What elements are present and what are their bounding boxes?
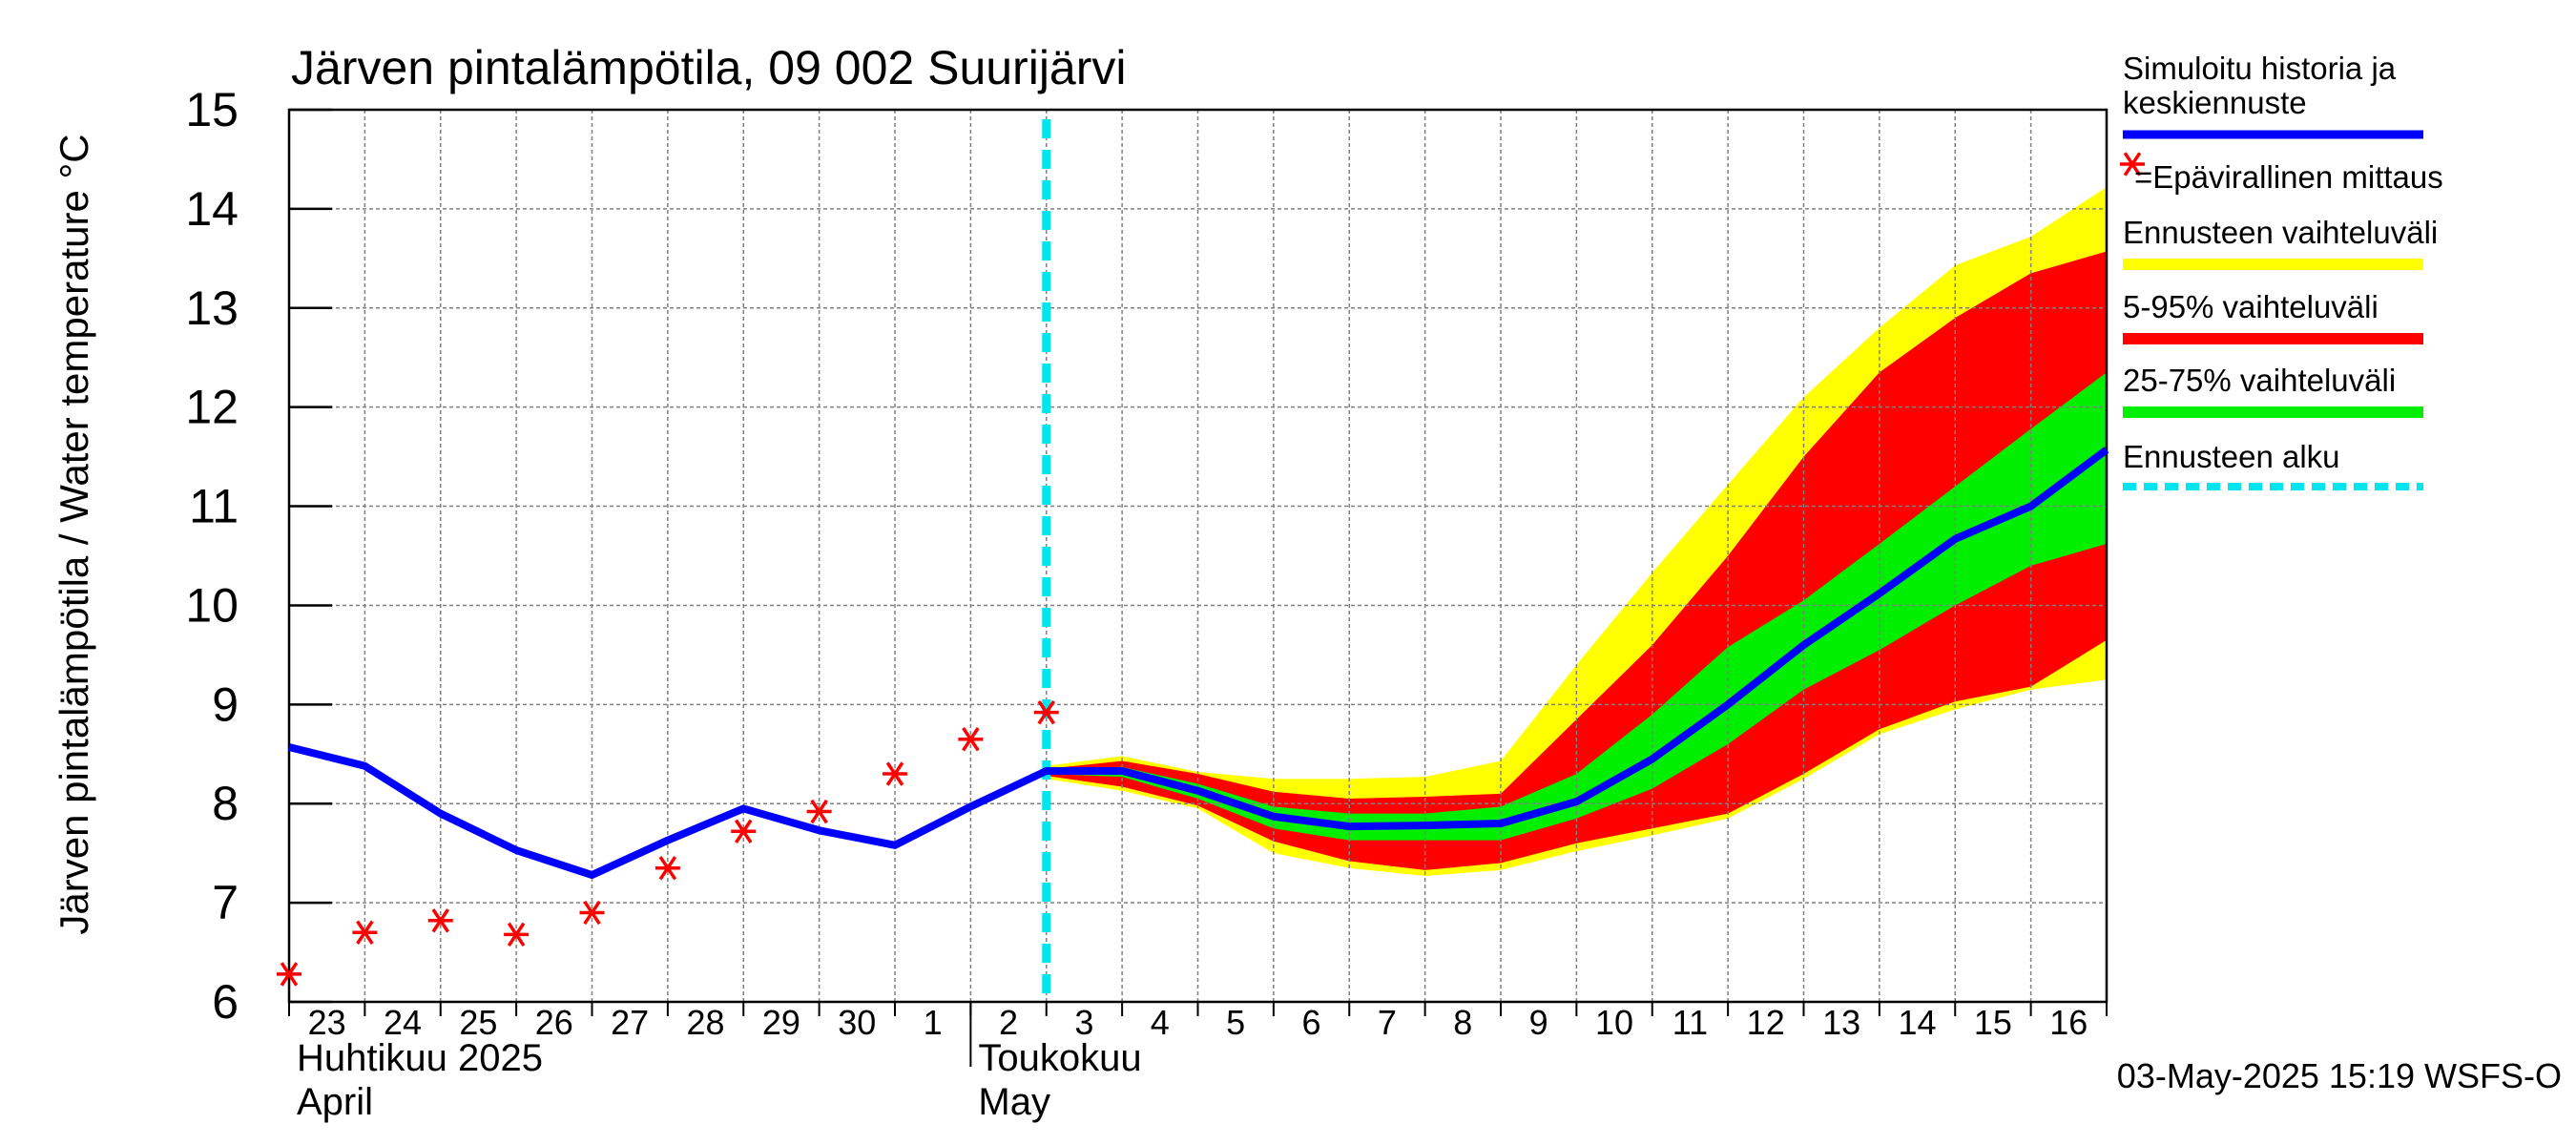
- legend-marker-observation: [2120, 152, 2145, 177]
- x-tick-label: 2: [999, 1003, 1018, 1042]
- x-tick-label: 7: [1378, 1003, 1397, 1042]
- x-tick-label: 12: [1747, 1003, 1785, 1042]
- x-tick-label: 8: [1453, 1003, 1472, 1042]
- forecast-bands: [1046, 187, 2107, 877]
- y-tick-label: 14: [185, 182, 239, 236]
- legend-label-forecast-range: Ennusteen vaihteluväli: [2123, 215, 2438, 250]
- x-tick-label: 5: [1226, 1003, 1245, 1042]
- x-tick-label: 3: [1074, 1003, 1093, 1042]
- x-axis: 23 24 25 26 27 28 29 30 1 2 3 4 5 6 7 8 9 10 11 12 13 14 15 16: [288, 1002, 2108, 1042]
- x-tick-label: 16: [2049, 1003, 2088, 1042]
- observation-point: [731, 819, 757, 843]
- legend: Simuloitu historia ja keskiennuste =Epävir…: [2120, 51, 2443, 490]
- y-axis: 6 7 8 9 10 11 12 13 14 15: [185, 83, 332, 1029]
- x-tick-label: 26: [535, 1003, 573, 1042]
- y-tick-label: 13: [185, 281, 239, 335]
- observation-point: [277, 962, 301, 987]
- legend-label-observation: =Epävirallinen mittaus: [2134, 159, 2443, 195]
- legend-label-history: Simuloitu historia ja keskiennuste: [2123, 51, 2397, 120]
- x-tick-label: 4: [1151, 1003, 1170, 1042]
- y-tick-label: 10: [185, 578, 239, 632]
- observation-point: [1033, 699, 1059, 725]
- legend-label-25-75: 25-75% vaihteluväli: [2123, 363, 2396, 398]
- month-label-en: April: [297, 1081, 373, 1123]
- y-tick-label: 8: [212, 777, 239, 830]
- month-label-fi: Huhtikuu 2025: [297, 1037, 543, 1079]
- y-tick-label: 11: [189, 480, 239, 533]
- x-tick-label: 25: [459, 1003, 497, 1042]
- x-tick-label: 15: [1974, 1003, 2012, 1042]
- band-5-95: [1046, 251, 2107, 870]
- x-tick-label: 9: [1529, 1003, 1548, 1042]
- x-tick-label: 28: [687, 1003, 725, 1042]
- observation-point: [504, 922, 530, 947]
- x-tick-label: 13: [1822, 1003, 1860, 1042]
- grid-lines: [289, 110, 2107, 1002]
- observation-point: [352, 920, 378, 945]
- month-label-en: May: [978, 1081, 1050, 1123]
- x-tick-label: 6: [1302, 1003, 1321, 1042]
- y-tick-label: 15: [185, 83, 239, 136]
- observation-point: [579, 900, 605, 926]
- observation-point: [427, 908, 453, 933]
- x-tick-label: 30: [838, 1003, 876, 1042]
- x-tick-label: 14: [1899, 1003, 1937, 1042]
- observation-point: [654, 856, 680, 881]
- chart-title: Järven pintalämpötila, 09 002 Suurijärvi: [291, 41, 1127, 94]
- y-tick-label: 12: [185, 381, 239, 434]
- observation-point: [806, 799, 832, 824]
- month-label-fi: Toukokuu: [978, 1037, 1141, 1079]
- y-tick-label: 9: [212, 677, 239, 731]
- x-tick-label: 1: [924, 1003, 943, 1042]
- data-series: [277, 447, 2109, 987]
- x-tick-label: 24: [384, 1003, 422, 1042]
- observation-point: [958, 727, 984, 752]
- x-tick-label: 11: [1672, 1003, 1708, 1042]
- y-axis-label: Järven pintalämpötila / Water temperatur…: [52, 134, 96, 934]
- legend-label-forecast-start: Ennusteen alku: [2123, 439, 2340, 474]
- x-tick-label: 29: [762, 1003, 800, 1042]
- y-tick-label: 7: [212, 876, 239, 929]
- legend-label-5-95: 5-95% vaihteluväli: [2123, 289, 2379, 324]
- series-line-history-forecast: [288, 447, 2109, 880]
- observation-point: [883, 761, 907, 786]
- band-25-75: [1046, 372, 2107, 841]
- timestamp: 03-May-2025 15:19 WSFS-O: [2117, 1056, 2562, 1095]
- x-tick-label: 27: [611, 1003, 649, 1042]
- x-tick-label: 23: [308, 1003, 346, 1042]
- x-tick-label: 10: [1595, 1003, 1633, 1042]
- y-tick-label: 6: [212, 975, 239, 1029]
